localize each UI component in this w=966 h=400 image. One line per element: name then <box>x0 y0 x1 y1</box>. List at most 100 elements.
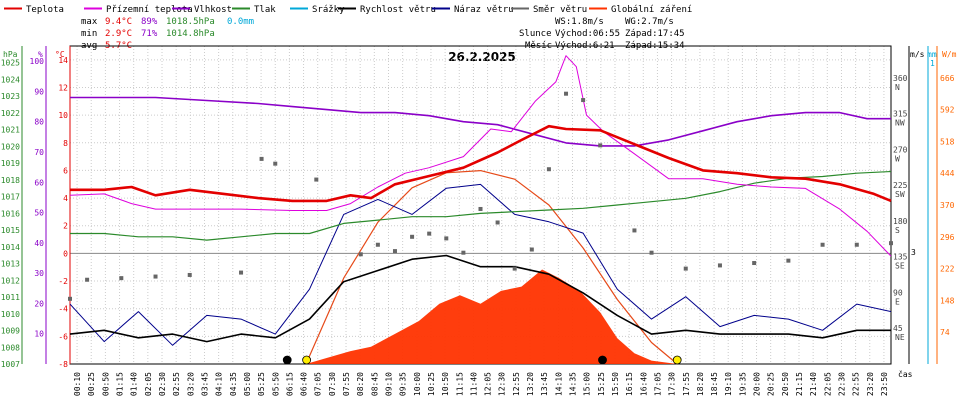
tick-pct: 20 <box>34 299 44 308</box>
x-tick-label: 22:55 <box>852 372 861 396</box>
tick-hpa: 1012 <box>1 276 20 285</box>
wind-direction-point <box>717 263 722 268</box>
x-tick-label: 02:05 <box>144 372 153 396</box>
x-tick-label: 15:50 <box>611 372 620 396</box>
wind-direction-point <box>478 206 483 211</box>
sun-set: Západ:17:45 <box>625 29 685 39</box>
tick-temp: 14 <box>58 56 68 65</box>
tick-wm: 74 <box>940 328 950 337</box>
tick-hpa: 1016 <box>1 209 20 218</box>
axis-label-ms: m/s <box>910 50 925 59</box>
stat-min-label: min <box>81 29 97 39</box>
tick-hpa: 1025 <box>1 59 20 68</box>
x-tick-label: 21:40 <box>809 372 818 396</box>
wind-direction-point <box>119 276 124 281</box>
series-tlak <box>70 170 892 241</box>
x-tick-label: 17:55 <box>682 372 691 396</box>
axis-label-mm: mm <box>927 50 937 59</box>
sun-rise: Východ:06:55 <box>555 29 620 39</box>
wind-direction-point <box>820 242 825 247</box>
legend-label-smer: Směr větru <box>533 5 587 15</box>
x-tick-label: 17:30 <box>668 372 677 396</box>
x-tick-label: 00:50 <box>101 372 110 396</box>
tick-hpa: 1013 <box>1 260 20 269</box>
legend-label-tlak: Tlak <box>254 5 276 15</box>
wind-direction-point <box>358 252 363 257</box>
stat-min-hum: 71% <box>141 29 158 39</box>
wind-direction-point <box>187 272 192 277</box>
marker-západ-slunce <box>672 355 682 365</box>
x-tick-label: 22:05 <box>823 372 832 396</box>
legend-label-zareni: Globální záření <box>611 5 692 15</box>
x-tick-label: 07:30 <box>328 372 337 396</box>
x-tick-label: 10:25 <box>427 372 436 396</box>
x-tick-label: 03:20 <box>186 372 195 396</box>
wind-direction-point <box>854 242 859 247</box>
tick-wm: 444 <box>940 169 955 178</box>
tick-dir: 225 <box>893 181 908 190</box>
tick-dir-name: SW <box>895 190 905 199</box>
marker-východ-měsíce <box>282 355 292 365</box>
legend-label-naraz: Náraz větru <box>454 5 514 15</box>
tick-hpa: 1007 <box>1 360 20 369</box>
x-tick-label: 16:40 <box>639 372 648 396</box>
marker-západ-měsíce <box>598 355 607 365</box>
tick-temp: -4 <box>58 305 68 314</box>
x-tick-label: 04:10 <box>215 372 224 396</box>
tick-temp: 0 <box>63 249 68 258</box>
tick-hpa: 1017 <box>1 193 20 202</box>
tick-hpa: 1015 <box>1 226 20 235</box>
wind-direction-point <box>444 236 449 241</box>
x-tick-label: 06:15 <box>285 372 294 396</box>
x-tick-label: 02:55 <box>172 372 181 396</box>
tick-wm: 518 <box>940 137 955 146</box>
x-tick-label: 11:15 <box>455 372 464 396</box>
x-tick-label: 04:35 <box>229 372 238 396</box>
wind-ws: WS:1.8m/s <box>555 17 604 27</box>
series-zareni-clear <box>305 170 678 365</box>
wind-direction-point <box>392 249 397 254</box>
tick-wm: 222 <box>940 265 955 274</box>
wind-wg: WG:2.7m/s <box>625 17 674 27</box>
tick-pct: 60 <box>34 178 44 187</box>
tick-pct: 100 <box>30 57 45 66</box>
x-tick-label: 19:10 <box>724 372 733 396</box>
tick-wm: 370 <box>940 201 955 210</box>
plot-area <box>68 55 893 365</box>
x-tick-label: 05:25 <box>257 372 266 396</box>
wind-direction-point <box>632 228 637 233</box>
x-tick-label: 08:45 <box>370 372 379 396</box>
wind-direction-point <box>495 220 500 225</box>
tick-temp: 4 <box>63 194 68 203</box>
stat-max-hum: 89% <box>141 17 158 27</box>
tick-hpa: 1019 <box>1 159 20 168</box>
tick-pct: 50 <box>34 209 44 218</box>
tick-dir: 135 <box>893 253 908 262</box>
wind-direction-point <box>564 91 569 96</box>
wind-direction-point <box>529 247 534 252</box>
grid <box>69 45 892 365</box>
wind-direction-point <box>752 261 757 266</box>
tick-dir-name: N <box>895 83 900 92</box>
x-tick-label: 12:05 <box>484 372 493 396</box>
x-tick-label: 15:25 <box>597 372 606 396</box>
x-tick-label: 20:00 <box>753 372 762 396</box>
wind-direction-point <box>649 250 654 255</box>
x-tick-label: 06:40 <box>300 372 309 396</box>
wind-direction-point <box>375 242 380 247</box>
tick-temp: 2 <box>63 222 68 231</box>
x-tick-label: 16:15 <box>625 372 634 396</box>
tick-dir: 90 <box>893 288 903 297</box>
x-axis-label: čas <box>898 369 913 379</box>
tick-hpa: 1009 <box>1 327 20 336</box>
tick-hpa: 1010 <box>1 310 20 319</box>
stat-max-label: max <box>81 17 98 27</box>
legend-label-vlhkost: Vlhkost <box>194 5 232 15</box>
x-tick-label: 07:55 <box>342 372 351 396</box>
tick-mm: 1 <box>930 59 935 68</box>
tick-pct: 30 <box>34 269 44 278</box>
x-tick-label: 11:40 <box>469 372 478 396</box>
tick-dir-name: NE <box>895 333 905 342</box>
wind-direction-point <box>786 258 791 263</box>
